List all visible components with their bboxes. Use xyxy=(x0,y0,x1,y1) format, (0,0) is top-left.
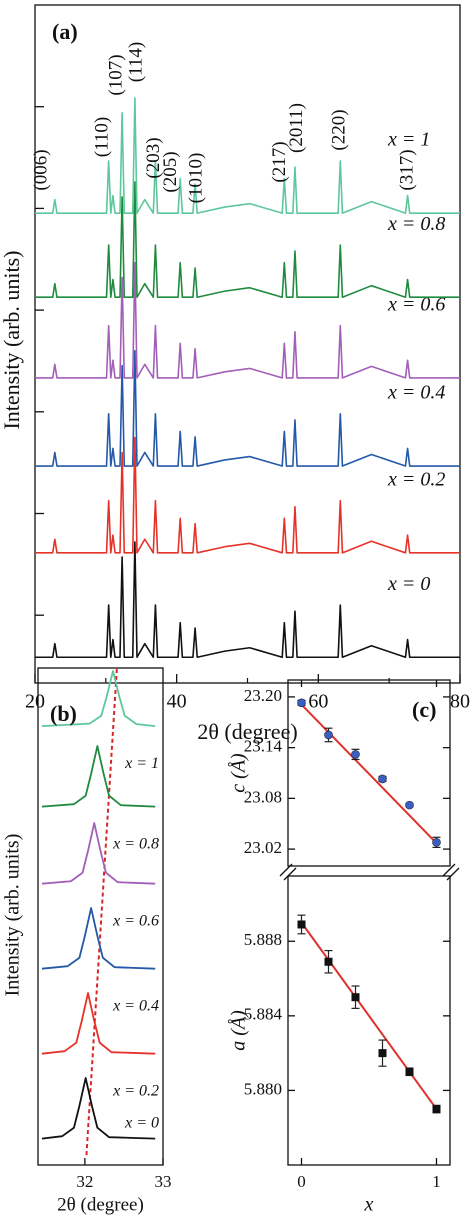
x-axis-label: 2θ (degree) xyxy=(57,1194,144,1215)
data-point xyxy=(378,1049,387,1058)
series-label: x = 0.8 xyxy=(387,213,445,235)
peak-profile xyxy=(41,907,156,970)
y-tick-label: 23.14 xyxy=(244,737,283,756)
x-tick-label: 40 xyxy=(167,691,187,713)
peak-profile xyxy=(41,670,156,728)
x-tick-label: 20 xyxy=(25,691,45,713)
data-point xyxy=(351,750,360,759)
peak-label: (2011) xyxy=(286,103,307,153)
peak-label: (203) xyxy=(143,137,164,178)
plot-frame xyxy=(37,667,164,1166)
peak-label: (317) xyxy=(397,149,418,190)
data-point xyxy=(297,920,306,929)
break-mark xyxy=(442,863,456,877)
xrd-pattern xyxy=(35,349,460,467)
peak-profile xyxy=(41,992,156,1055)
x-tick-label: 60 xyxy=(308,691,328,713)
data-point xyxy=(405,800,414,810)
xrd-pattern xyxy=(35,181,460,299)
data-point xyxy=(378,774,387,784)
series-label: x = 0.2 xyxy=(112,1082,159,1099)
peak-label: (114) xyxy=(125,42,146,82)
y-tick-label: 5.884 xyxy=(244,1005,283,1024)
y-axis-label: Intensity (arb. units) xyxy=(2,834,24,997)
series-label: x = 0.4 xyxy=(112,997,159,1014)
data-point xyxy=(297,698,306,708)
y-axis-label: Intensity (arb. units) xyxy=(0,250,24,429)
x-tick-label: 1 xyxy=(432,1172,441,1191)
x-tick-label: 80 xyxy=(450,691,470,713)
series-label: x = 1 xyxy=(124,755,159,772)
data-point xyxy=(324,957,333,966)
break-mark xyxy=(446,867,460,881)
peak-label: (205) xyxy=(160,151,181,192)
y-tick-label: 23.20 xyxy=(244,686,282,705)
data-point xyxy=(432,838,441,847)
x-tick-label: 32 xyxy=(76,1172,93,1191)
xrd-pattern xyxy=(35,97,460,214)
x-axis-label: 2θ (degree) xyxy=(197,719,297,744)
series-label: x = 0 xyxy=(124,1114,159,1131)
peak-label: (107) xyxy=(106,54,127,95)
panel-label: (c) xyxy=(412,697,436,722)
y-tick-label: 5.880 xyxy=(244,1079,282,1098)
xrd-pattern xyxy=(35,261,460,379)
data-point xyxy=(324,730,333,740)
y-axis-label: c (Å) xyxy=(228,753,250,793)
peak-label: (110) xyxy=(91,117,112,157)
panel-label: (a) xyxy=(52,19,78,44)
x-tick-label: 33 xyxy=(155,1172,172,1191)
series-label: x = 0 xyxy=(387,573,430,595)
data-point xyxy=(432,1105,441,1114)
x-tick-label: 0 xyxy=(297,1172,306,1191)
peak-label: (006) xyxy=(30,149,51,190)
xrd-pattern xyxy=(35,436,460,554)
fit-line xyxy=(300,703,438,844)
x-axis-label: x xyxy=(364,1194,374,1216)
data-point xyxy=(351,993,360,1002)
peak-label: (217) xyxy=(269,141,290,182)
y-tick-label: 23.02 xyxy=(244,838,282,857)
series-label: x = 0.4 xyxy=(387,382,445,404)
panel-label: (b) xyxy=(50,701,77,726)
y-tick-label: 23.08 xyxy=(244,787,282,806)
peak-label: (1010) xyxy=(186,153,207,204)
peak-label: (220) xyxy=(329,109,350,150)
series-label: x = 0.6 xyxy=(112,912,159,929)
series-label: x = 1 xyxy=(387,129,430,151)
guide-line xyxy=(85,667,118,1156)
peak-profile xyxy=(41,1077,156,1140)
plot-frame xyxy=(287,679,451,867)
peak-profile xyxy=(41,822,156,885)
y-axis-label: a (Å) xyxy=(228,1010,250,1051)
y-tick-label: 5.888 xyxy=(244,930,282,949)
data-point xyxy=(405,1067,414,1076)
peak-profile xyxy=(41,745,156,808)
plot-frame xyxy=(287,875,451,1166)
break-mark xyxy=(283,867,297,881)
fit-line xyxy=(300,922,438,1110)
series-label: x = 0.6 xyxy=(387,293,445,315)
series-label: x = 0.8 xyxy=(112,835,159,852)
series-label: x = 0.2 xyxy=(387,468,445,490)
xrd-pattern xyxy=(35,541,460,659)
